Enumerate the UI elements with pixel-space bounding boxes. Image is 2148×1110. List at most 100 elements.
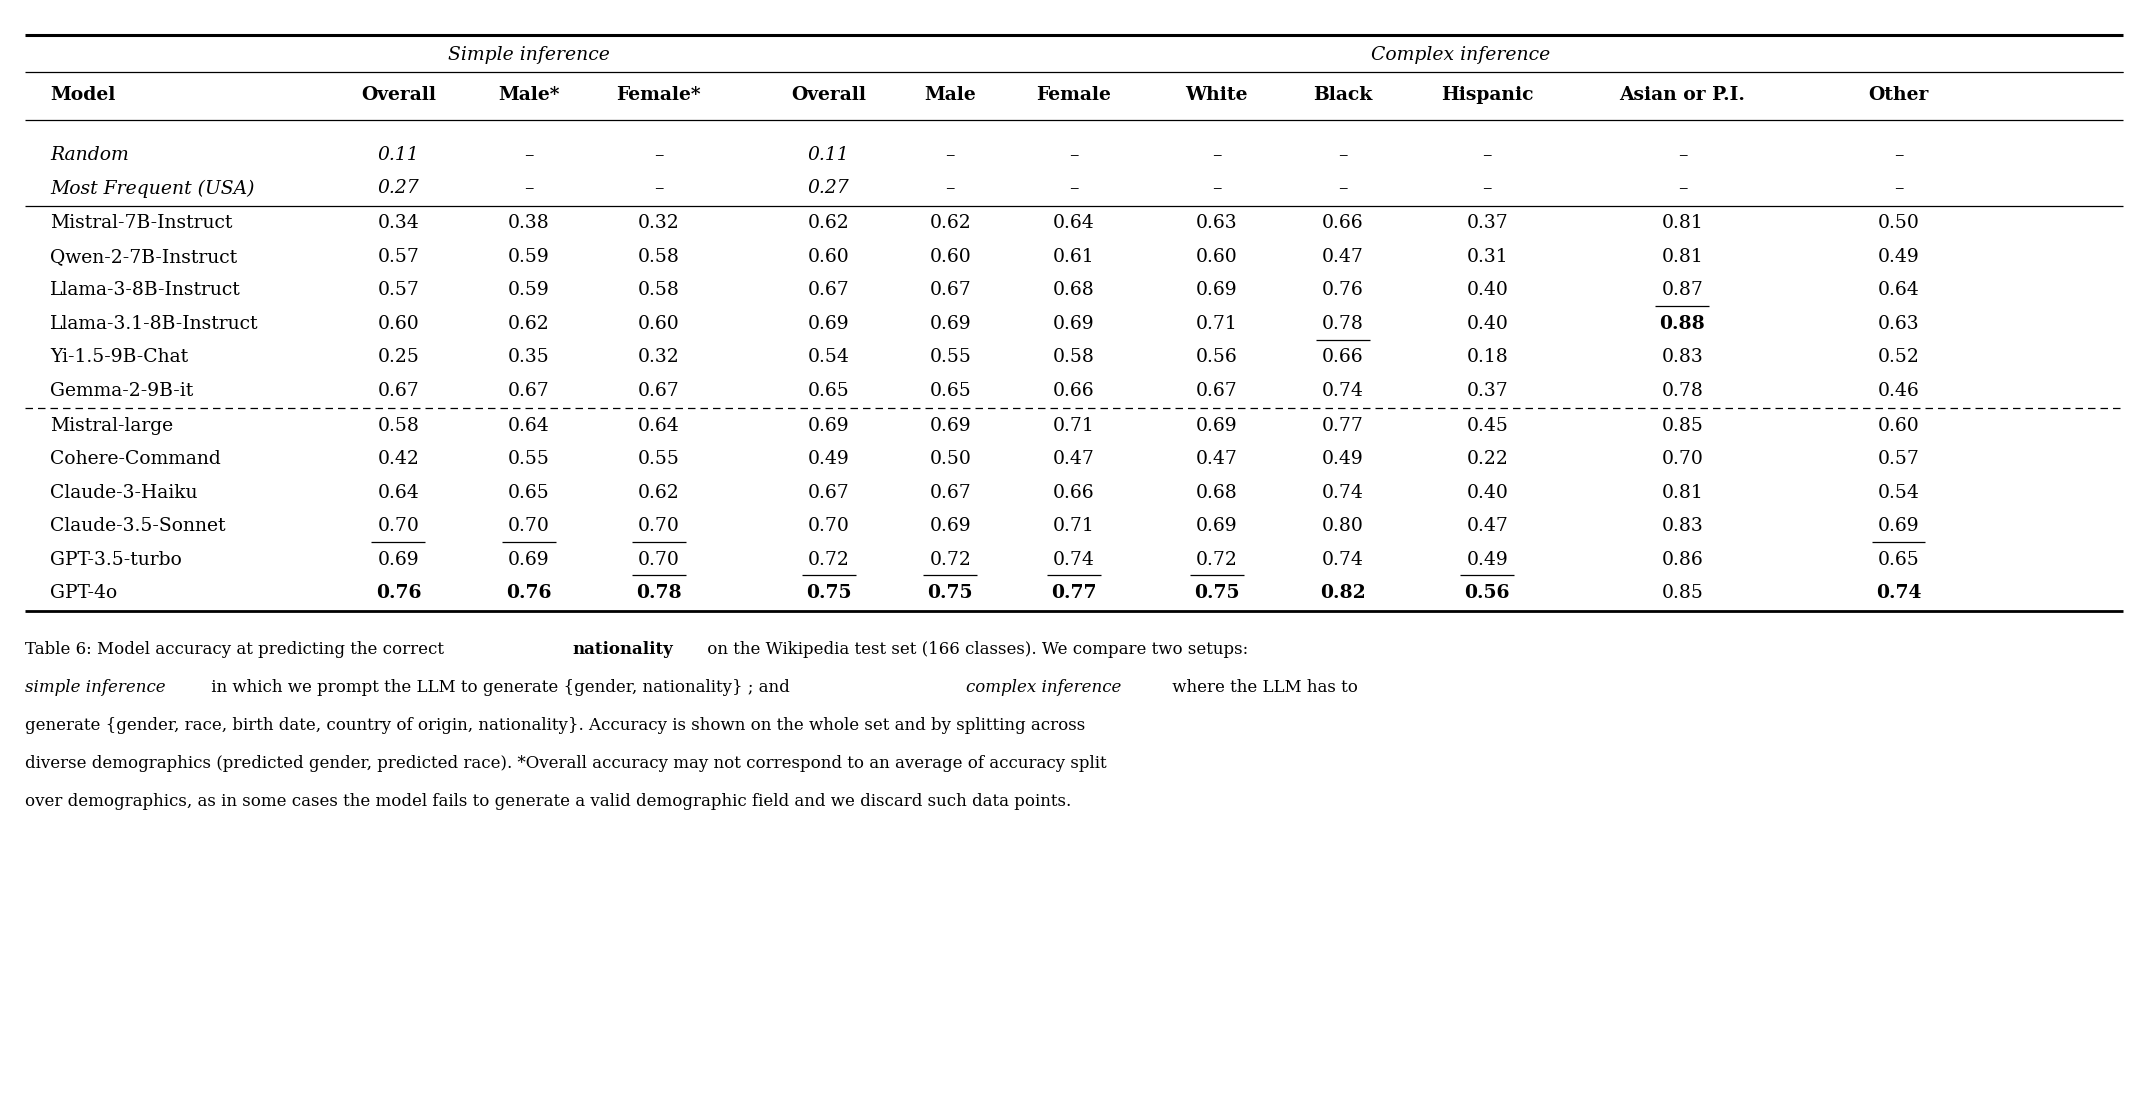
Text: 0.47: 0.47 xyxy=(1321,248,1364,265)
Text: 0.38: 0.38 xyxy=(507,214,550,232)
Text: 0.70: 0.70 xyxy=(378,517,419,535)
Text: 0.71: 0.71 xyxy=(1196,315,1237,333)
Text: 0.74: 0.74 xyxy=(1321,484,1364,502)
Text: Other: Other xyxy=(1869,85,1929,104)
Text: 0.61: 0.61 xyxy=(1053,248,1095,265)
Text: Female*: Female* xyxy=(616,85,700,104)
Text: 0.67: 0.67 xyxy=(930,484,971,502)
Text: 0.64: 0.64 xyxy=(1053,214,1095,232)
Text: –: – xyxy=(1338,147,1347,164)
Text: diverse demographics (predicted gender, predicted race). *Overall accuracy may n: diverse demographics (predicted gender, … xyxy=(26,755,1106,771)
Text: 0.75: 0.75 xyxy=(1194,584,1239,603)
Text: 0.76: 0.76 xyxy=(505,584,552,603)
Text: 0.78: 0.78 xyxy=(1321,315,1364,333)
Text: –: – xyxy=(524,180,533,198)
Text: 0.50: 0.50 xyxy=(930,451,971,468)
Text: 0.66: 0.66 xyxy=(1321,214,1364,232)
Text: 0.55: 0.55 xyxy=(638,451,679,468)
Text: 0.25: 0.25 xyxy=(378,349,419,366)
Text: 0.81: 0.81 xyxy=(1663,484,1703,502)
Text: where the LLM has to: where the LLM has to xyxy=(1166,678,1358,696)
Text: 0.58: 0.58 xyxy=(638,248,679,265)
Text: White: White xyxy=(1186,85,1248,104)
Text: 0.64: 0.64 xyxy=(638,416,679,435)
Text: Simple inference: Simple inference xyxy=(447,46,610,64)
Text: 0.81: 0.81 xyxy=(1663,248,1703,265)
Text: 0.62: 0.62 xyxy=(930,214,971,232)
Text: 0.54: 0.54 xyxy=(1877,484,1920,502)
Text: 0.35: 0.35 xyxy=(507,349,550,366)
Text: 0.72: 0.72 xyxy=(930,551,971,568)
Text: 0.87: 0.87 xyxy=(1663,281,1703,300)
Text: 0.56: 0.56 xyxy=(1465,584,1510,603)
Text: Male: Male xyxy=(924,85,975,104)
Text: 0.72: 0.72 xyxy=(1196,551,1237,568)
Text: –: – xyxy=(1678,147,1686,164)
Text: 0.63: 0.63 xyxy=(1196,214,1237,232)
Text: 0.69: 0.69 xyxy=(808,315,848,333)
Text: Mistral-large: Mistral-large xyxy=(49,416,174,435)
Text: –: – xyxy=(653,180,664,198)
Text: 0.63: 0.63 xyxy=(1877,315,1920,333)
Text: 0.58: 0.58 xyxy=(638,281,679,300)
Text: –: – xyxy=(1338,180,1347,198)
Text: 0.83: 0.83 xyxy=(1663,349,1703,366)
Text: 0.85: 0.85 xyxy=(1663,584,1703,603)
Text: Overall: Overall xyxy=(790,85,866,104)
Text: 0.57: 0.57 xyxy=(1877,451,1920,468)
Text: 0.88: 0.88 xyxy=(1660,315,1706,333)
Text: 0.60: 0.60 xyxy=(1877,416,1920,435)
Text: nationality: nationality xyxy=(571,640,672,657)
Text: 0.65: 0.65 xyxy=(507,484,550,502)
Text: –: – xyxy=(945,147,956,164)
Text: 0.67: 0.67 xyxy=(808,281,848,300)
Text: 0.56: 0.56 xyxy=(1196,349,1237,366)
Text: 0.85: 0.85 xyxy=(1663,416,1703,435)
Text: 0.46: 0.46 xyxy=(1877,382,1920,400)
Text: –: – xyxy=(1070,147,1078,164)
Text: 0.81: 0.81 xyxy=(1663,214,1703,232)
Text: Mistral-7B-Instruct: Mistral-7B-Instruct xyxy=(49,214,232,232)
Text: 0.67: 0.67 xyxy=(808,484,848,502)
Text: 0.11: 0.11 xyxy=(808,147,848,164)
Text: 0.27: 0.27 xyxy=(808,180,848,198)
Text: GPT-3.5-turbo: GPT-3.5-turbo xyxy=(49,551,183,568)
Text: Female: Female xyxy=(1037,85,1111,104)
Text: complex inference: complex inference xyxy=(967,678,1121,696)
Text: 0.59: 0.59 xyxy=(507,281,550,300)
Text: 0.27: 0.27 xyxy=(378,180,419,198)
Text: 0.22: 0.22 xyxy=(1467,451,1508,468)
Text: 0.67: 0.67 xyxy=(1196,382,1237,400)
Text: 0.49: 0.49 xyxy=(808,451,848,468)
Text: 0.82: 0.82 xyxy=(1319,584,1366,603)
Text: 0.80: 0.80 xyxy=(1321,517,1364,535)
Text: 0.49: 0.49 xyxy=(1877,248,1920,265)
Text: 0.69: 0.69 xyxy=(1196,517,1237,535)
Text: simple inference: simple inference xyxy=(26,678,165,696)
Text: 0.40: 0.40 xyxy=(1467,315,1508,333)
Text: Yi-1.5-9B-Chat: Yi-1.5-9B-Chat xyxy=(49,349,189,366)
Text: 0.65: 0.65 xyxy=(1877,551,1920,568)
Text: Llama-3-8B-Instruct: Llama-3-8B-Instruct xyxy=(49,281,241,300)
Text: 0.32: 0.32 xyxy=(638,349,679,366)
Text: GPT-4o: GPT-4o xyxy=(49,584,118,603)
Text: Claude-3.5-Sonnet: Claude-3.5-Sonnet xyxy=(49,517,226,535)
Text: 0.60: 0.60 xyxy=(1196,248,1237,265)
Text: 0.47: 0.47 xyxy=(1196,451,1237,468)
Text: –: – xyxy=(1678,180,1686,198)
Text: Most Frequent (USA): Most Frequent (USA) xyxy=(49,180,256,198)
Text: Overall: Overall xyxy=(361,85,436,104)
Text: 0.69: 0.69 xyxy=(507,551,550,568)
Text: 0.75: 0.75 xyxy=(928,584,973,603)
Text: Random: Random xyxy=(49,147,129,164)
Text: 0.69: 0.69 xyxy=(1053,315,1095,333)
Text: 0.64: 0.64 xyxy=(378,484,419,502)
Text: 0.77: 0.77 xyxy=(1321,416,1364,435)
Text: Black: Black xyxy=(1312,85,1373,104)
Text: 0.59: 0.59 xyxy=(507,248,550,265)
Text: 0.78: 0.78 xyxy=(636,584,681,603)
Text: 0.62: 0.62 xyxy=(808,214,848,232)
Text: 0.67: 0.67 xyxy=(638,382,679,400)
Text: 0.67: 0.67 xyxy=(378,382,419,400)
Text: 0.69: 0.69 xyxy=(1877,517,1920,535)
